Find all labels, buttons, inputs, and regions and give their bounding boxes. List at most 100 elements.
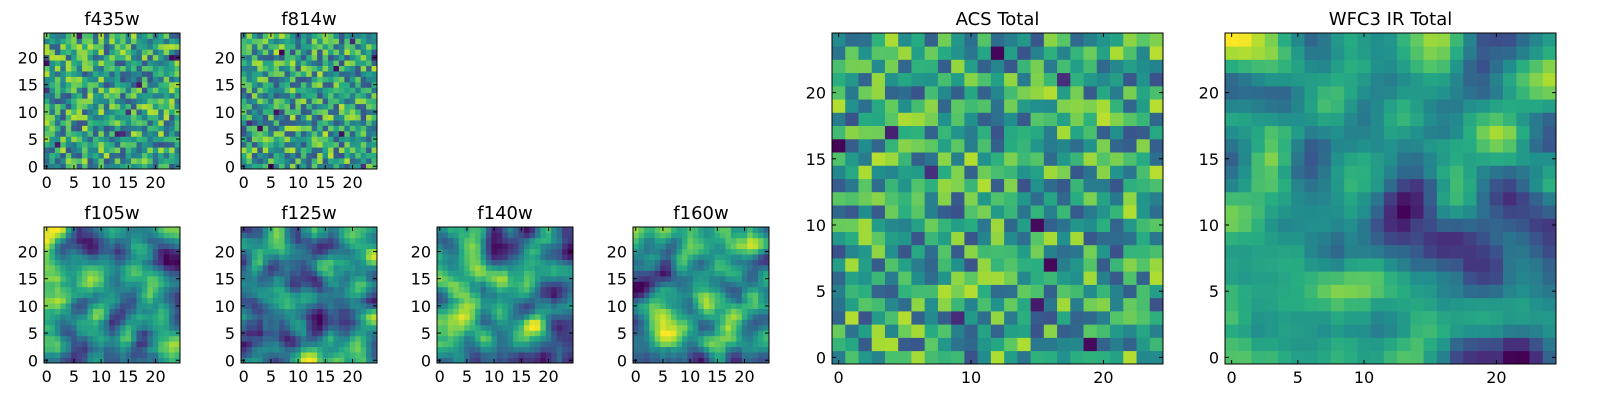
heatmap-cell (437, 281, 443, 288)
heatmap-cell (163, 341, 170, 348)
heatmap-cell (633, 254, 639, 260)
heatmap-cell (1225, 311, 1239, 325)
heatmap-cell (295, 114, 302, 121)
heatmap-cell (344, 152, 351, 159)
heatmap-cell (158, 254, 165, 260)
heatmap-cell (638, 254, 645, 260)
heatmap-cell (246, 120, 253, 126)
heatmap-cell (163, 38, 170, 45)
heatmap-cell (447, 308, 454, 315)
heatmap-cell (289, 341, 296, 348)
heatmap-cell (268, 324, 274, 331)
heatmap-cell (136, 125, 143, 132)
heatmap-cell (355, 314, 362, 320)
heatmap-cell (349, 243, 356, 250)
heatmap-cell (246, 60, 253, 66)
heatmap-cell (937, 152, 952, 166)
heatmap-cell (437, 324, 443, 331)
heatmap-cell (1251, 205, 1266, 219)
heatmap-cell (1503, 178, 1517, 193)
heatmap-cell (1251, 258, 1266, 272)
x-tick-label: 10 (961, 368, 981, 387)
heatmap-cell (355, 33, 362, 39)
heatmap-cell (71, 60, 77, 66)
heatmap-cell (284, 109, 291, 115)
heatmap-cell (1149, 99, 1164, 113)
heatmap-cell (82, 120, 88, 126)
heatmap-cell (643, 319, 650, 326)
heatmap-cell (1397, 311, 1411, 325)
heatmap-cell (295, 98, 302, 105)
heatmap-cell (507, 232, 514, 239)
heatmap-cell (1057, 311, 1071, 325)
heatmap-cell (752, 259, 759, 266)
heatmap-cell (241, 243, 247, 250)
heatmap-cell (311, 248, 318, 255)
heatmap-cell (289, 232, 296, 239)
heatmap-cell (92, 281, 99, 288)
heatmap-cell (44, 152, 50, 159)
heatmap-cell (442, 232, 449, 239)
heatmap-cell (338, 65, 345, 72)
heatmap-cell (714, 265, 721, 271)
heatmap-cell (1030, 59, 1045, 74)
heatmap-cell (141, 109, 148, 115)
heatmap-cell (76, 286, 83, 293)
heatmap-cell (858, 244, 873, 259)
heatmap-cell (92, 314, 99, 320)
heatmap-cell (937, 46, 952, 60)
heatmap-cell (453, 248, 460, 255)
heatmap-cell (458, 265, 465, 271)
heatmap-cell (49, 330, 56, 337)
heatmap-cell (654, 270, 661, 277)
heatmap-cell (485, 243, 492, 250)
heatmap-cell (131, 60, 137, 66)
heatmap-cell (174, 76, 181, 83)
heatmap-cell (306, 237, 313, 244)
heatmap-cell (832, 205, 846, 219)
heatmap-cell (951, 165, 965, 179)
heatmap-cell (306, 152, 313, 159)
heatmap-cell (671, 352, 677, 358)
heatmap-cell (447, 341, 454, 348)
heatmap-cell (141, 120, 148, 126)
heatmap-cell (251, 281, 258, 288)
heatmap-cell (44, 254, 50, 260)
heatmap-cell (344, 254, 351, 260)
heatmap-cell (338, 163, 345, 170)
heatmap-cell (141, 297, 148, 304)
heatmap-cell (273, 352, 280, 358)
heatmap-cell (681, 254, 688, 260)
heatmap-cell (1529, 178, 1544, 193)
heatmap-cell (1489, 297, 1504, 312)
heatmap-cell (730, 232, 737, 239)
heatmap-cell (534, 286, 541, 293)
heatmap-cell (92, 98, 99, 105)
heatmap-cell (54, 54, 61, 61)
heatmap-cell (338, 335, 345, 342)
heatmap-cell (82, 81, 88, 88)
heatmap-cell (284, 335, 291, 342)
heatmap-cell (649, 265, 656, 271)
heatmap-cell (344, 319, 351, 326)
heatmap-cell (355, 60, 362, 66)
heatmap-cell (54, 335, 61, 342)
heatmap-cell (1410, 284, 1424, 299)
heatmap-cell (338, 270, 345, 277)
heatmap-cell (736, 281, 743, 288)
heatmap-cell (741, 270, 748, 277)
heatmap-cell (355, 163, 362, 170)
heatmap-cell (241, 254, 247, 260)
heatmap-cell (65, 147, 72, 154)
heatmap-cell (832, 112, 846, 127)
heatmap-cell (638, 227, 645, 233)
heatmap-cell (562, 324, 568, 331)
heatmap-cell (545, 237, 552, 244)
heatmap-cell (349, 286, 356, 293)
heatmap-cell (125, 292, 132, 299)
heatmap-cell (306, 232, 313, 239)
heatmap-cell (703, 243, 710, 250)
heatmap-cell (76, 341, 83, 348)
heatmap-cell (1057, 99, 1071, 113)
heatmap-cell (82, 33, 88, 39)
